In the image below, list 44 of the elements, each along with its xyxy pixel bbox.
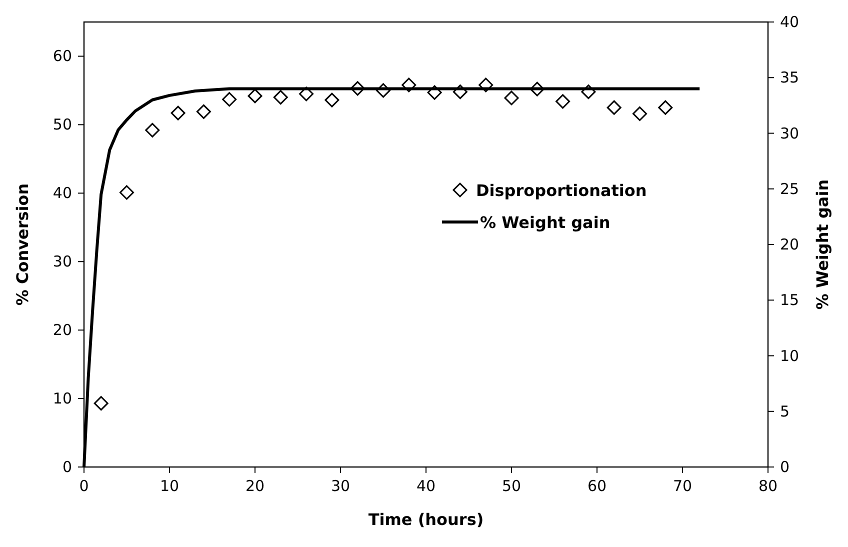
point [632,106,647,121]
y-tick-label: 40 [52,184,72,202]
point [120,185,134,200]
y-tick-label: 30 [52,252,72,271]
y2-tick-label: 30 [780,124,800,142]
legend-label: % Weight gain [480,213,610,232]
x-tick-label: 40 [416,477,436,495]
y2-tick-label: 20 [780,236,800,254]
y2-tick-label: 35 [780,68,800,87]
x-tick-label: 80 [758,477,778,495]
point [504,90,519,106]
y2-tick-label: 40 [780,13,800,31]
y-tick-label: 10 [52,390,72,408]
point [196,104,211,119]
y2-tick-label: 10 [780,346,800,365]
y2-tick-label: 0 [780,458,790,476]
point [273,90,288,105]
y-axis-title: % Conversion [13,183,32,306]
point [324,92,340,108]
point [222,92,237,107]
y-tick-label: 0 [62,458,72,476]
y2-axis-title: % Weight gain [813,179,832,310]
x-axis-title: Time (hours) [368,510,484,529]
point [556,94,570,109]
point [170,106,186,120]
x-tick-label: 0 [79,477,89,495]
x-tick-label: 20 [245,477,265,495]
y2-tick-label: 15 [780,291,800,310]
y2-tick-label: 25 [780,180,800,198]
point [248,88,262,104]
point [145,122,160,138]
x-tick-label: 70 [672,477,692,495]
point [94,396,108,411]
y-tick-label: 60 [52,47,72,66]
point [658,100,673,115]
x-tick-label: 60 [587,477,607,495]
y-tick-label: 50 [52,116,72,134]
x-tick-label: 50 [502,477,522,495]
x-tick-label: 10 [160,477,180,495]
x-tick-label: 30 [330,477,350,495]
point [606,100,622,115]
legend-label: Disproportionation [476,181,647,200]
y2-tick-label: 5 [780,402,790,420]
y-tick-label: 20 [52,321,72,340]
